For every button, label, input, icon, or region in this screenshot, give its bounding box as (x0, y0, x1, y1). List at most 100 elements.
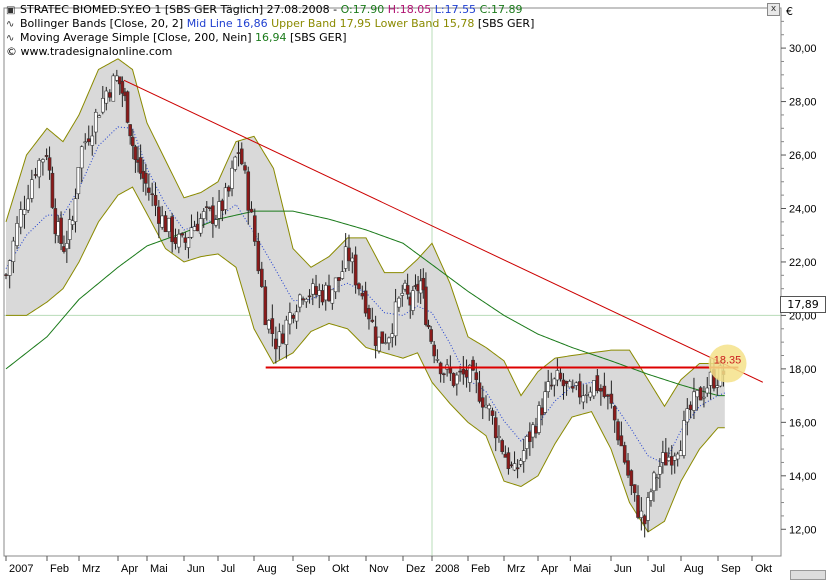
candle-body (380, 331, 385, 344)
candle-body (111, 75, 116, 102)
legend-bollinger: ∿ Bollinger Bands [Close, 20, 2] Mid Line… (6, 17, 534, 32)
sma-200-line (5, 210, 725, 397)
candle-body (509, 464, 514, 467)
candle-body (320, 290, 325, 303)
candle-body (327, 285, 331, 302)
candle-body (56, 221, 61, 236)
candle-body (442, 373, 446, 376)
candle-body (558, 372, 563, 380)
candle-body (26, 198, 30, 211)
candle-body (277, 331, 282, 347)
ohlc-high: H:18.05 (387, 3, 432, 16)
candle-body (487, 405, 492, 410)
candle-body (669, 456, 674, 466)
candle-body (65, 243, 69, 250)
candle-body (18, 209, 23, 228)
candle-body (467, 365, 472, 383)
candle-body (581, 395, 586, 403)
candle-body (484, 404, 488, 408)
candle-body (698, 387, 703, 401)
candle-body (97, 115, 102, 118)
y-tick-label: 24,00 (789, 203, 817, 215)
candle-body (585, 394, 589, 396)
y-tick-label: 16,00 (789, 417, 817, 429)
candle-body (343, 246, 348, 269)
candle-body (639, 510, 644, 518)
candle-body (93, 111, 98, 133)
source-credit-text: © www.tradesignalonline.com (6, 45, 173, 58)
candle-body (274, 338, 278, 350)
candle-body (157, 206, 161, 224)
candle-body (30, 179, 34, 199)
candle-body (373, 326, 378, 346)
candle-body (357, 283, 361, 290)
candle-body (661, 452, 665, 463)
candle-body (528, 431, 532, 442)
x-tick-label: Mai (573, 563, 591, 575)
candle-body (233, 156, 238, 170)
sma-label: Moving Average Simple [Close, 200, Nein] (20, 31, 252, 44)
x-tick-label: Aug (257, 563, 277, 575)
candle-body (270, 318, 275, 335)
candle-body (377, 336, 381, 352)
x-tick-label: 2007 (9, 563, 33, 575)
x-tick-label: Dez (406, 563, 426, 575)
candle-body (189, 227, 194, 238)
candle-body (173, 237, 178, 244)
descending-trendline (123, 79, 764, 383)
candle-body (461, 369, 466, 375)
candle-body (543, 391, 547, 413)
bollinger-lower-line (6, 186, 725, 533)
candle-body (688, 404, 693, 410)
candle-body (370, 319, 375, 322)
candle-body (682, 420, 686, 456)
x-tick-label: Sep (721, 563, 741, 575)
candle-body (281, 333, 285, 344)
candle-body (170, 216, 174, 243)
candle-body (612, 406, 617, 421)
candle-body (599, 388, 603, 392)
instrument-icon: ▣ (6, 5, 16, 16)
candle-body (33, 174, 38, 176)
ohlc-low: L:17.55 (434, 3, 477, 16)
candle-body (59, 217, 63, 244)
candle-body (622, 445, 627, 463)
candle-body (664, 452, 668, 466)
candle-body (555, 370, 560, 381)
bollinger-upper-line (5, 58, 726, 408)
close-icon: x (770, 4, 777, 14)
candle-body (570, 386, 575, 389)
candle-body (636, 495, 640, 518)
candle-body (619, 435, 624, 447)
candle-body (128, 124, 132, 137)
x-tick-label: Feb (471, 563, 490, 575)
x-tick-label: Jul (221, 563, 235, 575)
candle-body (393, 301, 398, 337)
candle-body (411, 290, 415, 311)
candle-body (73, 198, 78, 222)
y-tick-label: 20,00 (789, 310, 817, 322)
candle-body (340, 271, 345, 279)
candle-body (592, 380, 596, 397)
close-button[interactable]: x (767, 3, 780, 16)
candle-body (506, 452, 511, 470)
candle-body (390, 333, 395, 338)
y-tick-label: 22,00 (789, 257, 817, 269)
candle-body (204, 206, 209, 208)
candle-body (552, 378, 557, 386)
candle-body (230, 167, 234, 189)
candle-body (147, 187, 151, 193)
candle-body (464, 369, 469, 378)
candle-body (524, 436, 529, 449)
candle-body (11, 240, 16, 262)
candle-body (692, 391, 696, 411)
candle-body (537, 405, 541, 433)
candle-body (432, 344, 436, 357)
candle-body (606, 394, 610, 397)
x-tick-label: 2008 (435, 563, 459, 575)
horizontal-scrollbar[interactable] (790, 570, 826, 580)
indicator-icon: ∿ (6, 33, 15, 44)
candle-body (163, 215, 168, 233)
candle-body (133, 146, 138, 160)
candle-body (76, 167, 81, 195)
